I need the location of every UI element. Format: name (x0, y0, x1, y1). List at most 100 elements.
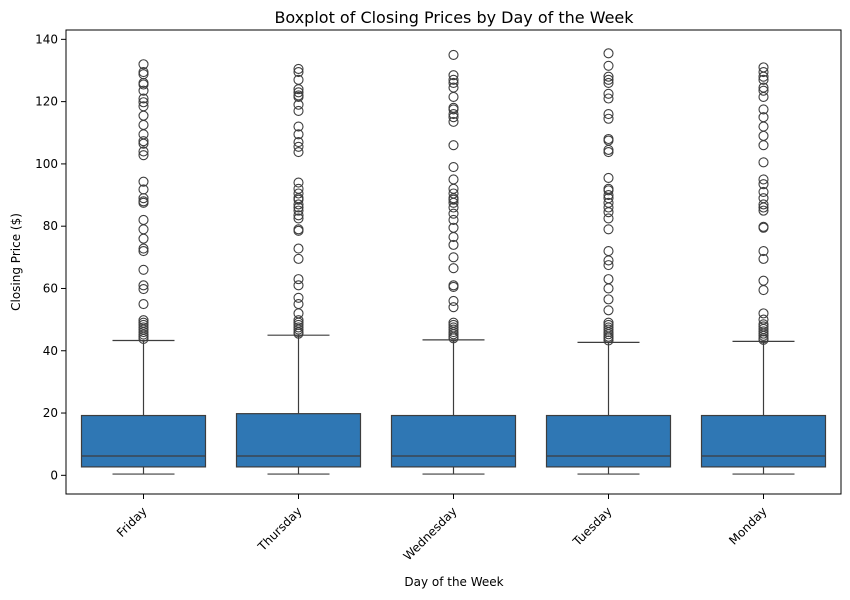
outlier-point (603, 77, 614, 88)
outlier-point (293, 210, 304, 221)
outlier-point (758, 205, 769, 216)
outlier-point (448, 102, 459, 113)
outlier-point (138, 298, 149, 310)
outlier-point (448, 188, 459, 199)
outlier-point (138, 284, 149, 295)
outlier-point (138, 264, 149, 275)
y-tick-label: 20 (43, 406, 58, 420)
outlier-point (138, 214, 149, 226)
outlier-point (448, 263, 459, 274)
outlier-point (293, 205, 304, 216)
outlier-point (603, 283, 614, 294)
outlier-point (758, 179, 769, 190)
outlier-point (603, 246, 614, 257)
box-iqr (700, 414, 827, 468)
outlier-point (138, 93, 149, 104)
outlier-point (758, 82, 769, 93)
y-tick-label: 140 (35, 32, 58, 46)
outlier-point (293, 292, 304, 303)
outlier-point (603, 260, 614, 271)
outlier-point (603, 294, 614, 305)
outlier-point (758, 85, 769, 96)
outlier-point (758, 157, 769, 168)
y-axis-label: Closing Price ($) (9, 213, 23, 311)
outlier-point (448, 140, 459, 151)
outlier-point (448, 214, 459, 226)
outlier-point (293, 243, 304, 254)
outlier-point (603, 274, 614, 285)
outlier-point (448, 317, 459, 328)
outlier-point (603, 172, 614, 183)
outlier-point (758, 253, 769, 264)
x-tick-label: Thursday (255, 504, 305, 554)
outlier-point (603, 224, 614, 235)
outlier-point (293, 199, 304, 210)
outlier-point (758, 130, 769, 141)
outlier-point (293, 177, 304, 188)
outlier-point (758, 246, 769, 257)
outlier-point (138, 246, 149, 257)
outlier-point (293, 315, 304, 326)
x-axis-label: Day of the Week (404, 575, 503, 589)
outlier-point (603, 189, 614, 201)
outlier-point (138, 101, 149, 112)
outlier-point (138, 176, 149, 187)
outlier-point (138, 119, 149, 131)
box-monday (700, 62, 827, 475)
x-tick-label: Wednesday (401, 504, 460, 563)
outlier-point (758, 275, 769, 286)
outlier-point (758, 74, 769, 85)
box-thursday (235, 63, 362, 475)
outlier-point (603, 88, 614, 99)
outlier-point (603, 183, 614, 194)
outlier-point (448, 91, 459, 103)
outlier-point (448, 77, 459, 88)
outlier-point (293, 66, 304, 78)
outlier-point (138, 110, 149, 121)
chart-title: Boxplot of Closing Prices by Day of the … (274, 8, 634, 27)
outlier-point (138, 233, 149, 244)
outlier-point (293, 137, 304, 148)
outlier-point (138, 317, 149, 328)
outlier-point (603, 213, 614, 224)
outlier-point (448, 239, 459, 250)
outlier-point (603, 197, 614, 208)
outlier-point (448, 116, 459, 127)
outlier-point (603, 144, 614, 155)
outlier-point (448, 322, 459, 333)
outlier-point (138, 97, 149, 108)
outlier-point (448, 109, 459, 120)
outlier-point (448, 161, 459, 173)
outlier-point (758, 193, 769, 204)
outlier-point (293, 129, 304, 140)
outlier-point (138, 329, 149, 340)
outlier-point (138, 184, 149, 195)
outlier-point (293, 298, 304, 310)
y-tick-label: 40 (43, 344, 58, 358)
outlier-point (758, 174, 769, 185)
y-tick-label: 80 (43, 219, 58, 233)
outlier-point (758, 284, 769, 296)
outlier-point (138, 196, 149, 207)
y-tick-label: 0 (50, 468, 58, 482)
outlier-point (138, 66, 149, 78)
outlier-point (603, 48, 614, 59)
plot-area (80, 48, 827, 475)
outlier-point (758, 199, 769, 210)
outlier-point (138, 224, 149, 235)
outlier-point (448, 302, 459, 313)
outlier-point (293, 147, 304, 158)
outlier-point (603, 305, 614, 316)
outlier-point (448, 222, 459, 233)
outlier-point (448, 70, 459, 81)
outlier-point (138, 280, 149, 291)
outlier-point (448, 208, 459, 219)
outlier-point (138, 315, 149, 326)
outlier-point (448, 49, 459, 60)
outlier-point (603, 113, 614, 124)
x-tick-label: Monday (726, 504, 769, 547)
outlier-point (448, 295, 459, 306)
outlier-point (293, 90, 304, 101)
box-friday (80, 59, 207, 475)
outlier-point (603, 147, 614, 158)
